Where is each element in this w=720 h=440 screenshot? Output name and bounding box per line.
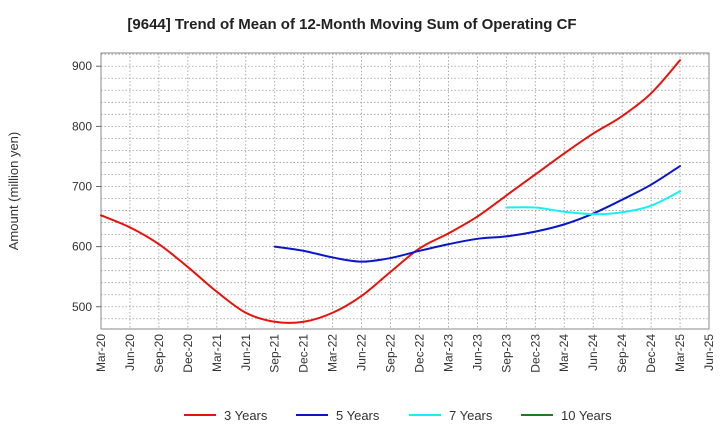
x-tick-label: Mar-23 bbox=[441, 334, 455, 372]
legend-label: 10 Years bbox=[561, 408, 612, 423]
x-tick-label: Sep-20 bbox=[152, 334, 166, 373]
x-tick-label: Sep-22 bbox=[384, 334, 398, 373]
x-axis: Mar-20 Jun-20 Sep-20 Dec-20 Mar-21 Jun-21 Sep-… bbox=[94, 334, 716, 373]
x-tick-label: Jun-23 bbox=[470, 334, 484, 371]
x-tick-label: Dec-24 bbox=[644, 334, 658, 373]
x-tick-label: Jun-22 bbox=[355, 334, 369, 371]
x-tick-label: Mar-22 bbox=[326, 334, 340, 372]
x-tick-label: Mar-21 bbox=[210, 334, 224, 372]
series-line-5-years bbox=[273, 165, 682, 263]
x-tick-label: Jun-24 bbox=[586, 334, 600, 371]
x-tick-label: Dec-21 bbox=[297, 334, 311, 373]
x-tick-label: Mar-25 bbox=[673, 334, 687, 372]
x-tick-label: Sep-24 bbox=[615, 334, 629, 373]
chart-title: [9644] Trend of Mean of 12-Month Moving … bbox=[127, 16, 576, 33]
y-tick-label: 700 bbox=[72, 179, 92, 193]
grid bbox=[101, 53, 709, 329]
legend-label: 3 Years bbox=[224, 408, 268, 423]
y-tick-label: 900 bbox=[72, 59, 92, 73]
x-tick-label: Jun-21 bbox=[239, 334, 253, 371]
x-tick-label: Dec-22 bbox=[412, 334, 426, 373]
y-axis: 500 600 700 800 900 bbox=[72, 59, 101, 314]
y-tick-label: 500 bbox=[72, 300, 92, 314]
series-layer bbox=[100, 59, 682, 324]
plot-area-frame bbox=[100, 52, 710, 330]
series-line-3-years bbox=[100, 59, 682, 324]
x-tick-label: Jun-20 bbox=[123, 334, 137, 371]
x-tick-label: Jun-25 bbox=[702, 334, 716, 371]
x-tick-label: Sep-21 bbox=[268, 334, 282, 373]
y-axis-title: Amount (million yen) bbox=[6, 132, 21, 251]
x-tick-label: Sep-23 bbox=[499, 334, 513, 373]
legend-label: 7 Years bbox=[449, 408, 493, 423]
x-tick-label: Mar-20 bbox=[94, 334, 108, 372]
legend: 3 Years 5 Years 7 Years 10 Years bbox=[184, 408, 612, 423]
legend-label: 5 Years bbox=[336, 408, 380, 423]
y-tick-label: 600 bbox=[72, 240, 92, 254]
series-line-7-years bbox=[505, 190, 682, 216]
y-tick-label: 800 bbox=[72, 119, 92, 133]
x-tick-label: Dec-23 bbox=[528, 334, 542, 373]
x-tick-label: Dec-20 bbox=[181, 334, 195, 373]
x-tick-label: Mar-24 bbox=[557, 334, 571, 372]
